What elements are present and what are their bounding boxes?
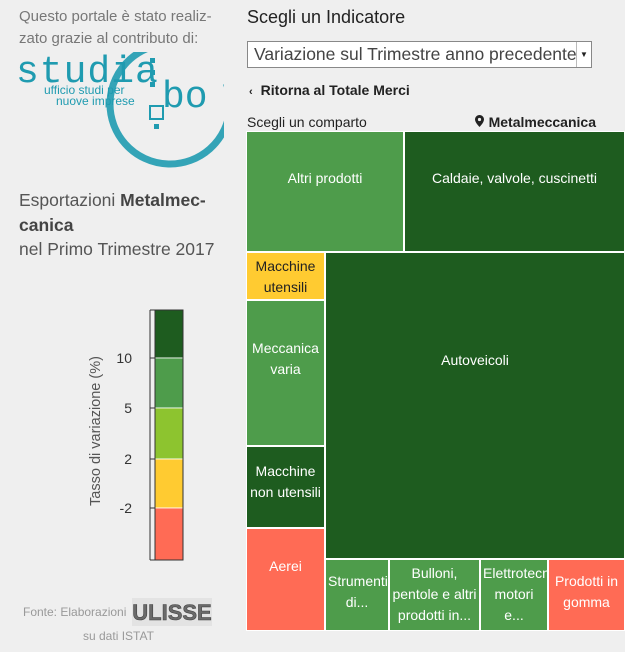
legend-band bbox=[154, 309, 184, 359]
indicator-panel: Scegli un Indicatore Variazione sul Trim… bbox=[246, 0, 625, 652]
back-link-label: Ritorna al Totale Merci bbox=[260, 82, 410, 98]
treemap-cell-label: Prodotti in gomma bbox=[554, 573, 619, 610]
legend-band bbox=[154, 407, 184, 460]
logo-name: studia bbox=[16, 52, 159, 94]
legend-band bbox=[154, 507, 184, 561]
heading-period: nel Primo Trimestre 2017 bbox=[19, 239, 215, 259]
comparto-label: Scegli un comparto bbox=[247, 114, 367, 130]
treemap-cell-meccanica-varia[interactable]: Meccanica varia bbox=[246, 300, 325, 446]
heading-prefix: Esportazioni bbox=[19, 190, 121, 210]
current-sector: Metalmeccanica bbox=[474, 114, 596, 130]
back-link[interactable]: ‹ Ritorna al Totale Merci bbox=[249, 82, 410, 98]
ulisse-logo[interactable]: ULISSE bbox=[132, 598, 212, 626]
treemap-cell-altri-prodotti[interactable]: Altri prodotti bbox=[246, 131, 404, 252]
page-heading: Esportazioni Metalmec- canica nel Primo … bbox=[19, 188, 229, 262]
treemap-cell-prodotti-gomma[interactable]: Prodotti in gomma bbox=[548, 559, 625, 631]
treemap-cell-caldaie[interactable]: Caldaie, valvole, cuscinetti bbox=[404, 131, 625, 252]
treemap-cell-label: Macchine utensili bbox=[255, 258, 316, 295]
current-sector-label: Metalmeccanica bbox=[488, 114, 596, 130]
treemap-cell-label: Meccanica varia bbox=[252, 340, 319, 377]
treemap-cell-label: Bulloni, pentole e altri prodotti in... bbox=[392, 565, 477, 623]
legend-axis-label: Tasso di variazione (%) bbox=[88, 356, 104, 506]
treemap-cell-label: Aerei bbox=[269, 558, 302, 574]
treemap-cell-macchine-non-utensili[interactable]: Macchine non utensili bbox=[246, 446, 325, 528]
chevron-left-icon: ‹ bbox=[249, 86, 253, 98]
treemap-cell-bulloni[interactable]: Bulloni, pentole e altri prodotti in... bbox=[389, 559, 480, 631]
map-pin-icon bbox=[474, 115, 484, 127]
treemap-cell-label: Elettrotecnica: motori e... bbox=[483, 565, 548, 623]
treemap-cell-strumenti[interactable]: Strumenti di... bbox=[325, 559, 389, 631]
legend-tick-label: -2 bbox=[120, 500, 133, 516]
treemap: Altri prodotti Caldaie, valvole, cuscinet… bbox=[246, 131, 625, 631]
treemap-cell-label: Autoveicoli bbox=[441, 352, 509, 368]
legend-tick-label: 10 bbox=[116, 350, 132, 366]
color-legend: Tasso di variazione (%) 10 5 2 -2 bbox=[88, 309, 184, 561]
logo-tagline-1: ufficio studi per bbox=[44, 83, 125, 97]
treemap-cell-macchine-utensili[interactable]: Macchine utensili bbox=[246, 252, 325, 300]
legend-band bbox=[154, 458, 184, 509]
treemap-cell-label: Altri prodotti bbox=[287, 170, 363, 186]
left-column: Questo portale è stato realiz- zato graz… bbox=[0, 0, 235, 652]
ulisse-logo-text: ULISSE bbox=[132, 600, 211, 625]
source-line-1: Fonte: Elaborazioni bbox=[23, 605, 127, 619]
logo-tagline-2: nuove imprese bbox=[56, 94, 135, 108]
source-line-2: su dati ISTAT bbox=[83, 629, 154, 643]
intro-line-2: zato grazie al contributo di: bbox=[19, 30, 199, 47]
treemap-cell-elettrotecnica[interactable]: Elettrotecnica: motori e... bbox=[480, 559, 548, 631]
logo-suffix: bo bbox=[162, 76, 208, 119]
indicator-select[interactable]: Variazione sul Trimestre anno precedente… bbox=[247, 41, 592, 68]
heading-sector-1: Metalmec- bbox=[120, 190, 206, 210]
treemap-cell-autoveicoli[interactable]: Autoveicoli bbox=[325, 252, 625, 559]
indicator-title: Scegli un Indicatore bbox=[247, 7, 406, 27]
indicator-select-value: Variazione sul Trimestre anno precedente bbox=[254, 44, 577, 64]
treemap-cell-label: Strumenti di... bbox=[328, 573, 388, 610]
legend-frame bbox=[154, 309, 184, 561]
legend-tick-label: 5 bbox=[124, 400, 132, 416]
legend-tick-label: 2 bbox=[124, 451, 132, 467]
dropdown-arrow-icon[interactable]: ▼ bbox=[576, 42, 591, 67]
heading-sector-2: canica bbox=[19, 214, 74, 235]
intro-text: Questo portale è stato realiz- zato graz… bbox=[19, 6, 219, 50]
intro-line-1: Questo portale è stato realiz- bbox=[19, 8, 212, 25]
treemap-cell-label: Caldaie, valvole, cuscinetti bbox=[432, 170, 597, 186]
studiabo-logo[interactable]: studia bo ufficio studi per nuove impres… bbox=[14, 52, 224, 170]
legend-band bbox=[154, 357, 184, 409]
treemap-cell-aerei[interactable]: Aerei bbox=[246, 528, 325, 631]
treemap-cell-label: Macchine non utensili bbox=[250, 463, 321, 500]
